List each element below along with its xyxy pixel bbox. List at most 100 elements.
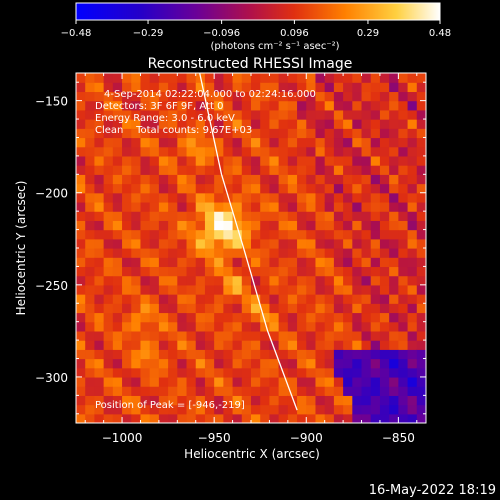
heatmap-cell <box>158 229 169 240</box>
heatmap-cell <box>76 165 86 175</box>
heatmap-cell <box>352 192 363 203</box>
annotation-energy: Energy Range: 3.0 - 6.0 keV <box>95 113 235 124</box>
heatmap-cell <box>333 340 344 350</box>
colorbar-unit-label: (photons cm⁻² s⁻¹ asec⁻²) <box>210 41 339 52</box>
heatmap-cell <box>204 146 215 157</box>
heatmap-cell <box>333 128 344 139</box>
heatmap-cell <box>131 294 142 304</box>
heatmap-cell <box>343 229 353 240</box>
heatmap-cell <box>94 376 105 387</box>
heatmap-cell <box>343 275 353 286</box>
heatmap-cell <box>352 220 363 231</box>
heatmap-cell <box>306 220 317 231</box>
heatmap-cell <box>168 248 178 258</box>
heatmap-cell <box>140 91 151 102</box>
heatmap-cell <box>407 146 418 157</box>
heatmap-cell <box>195 91 206 102</box>
heatmap-cell <box>379 238 390 249</box>
heatmap-cell <box>343 395 353 406</box>
heatmap-cell <box>260 376 271 387</box>
heatmap-cell <box>260 165 271 175</box>
heatmap-cell <box>306 349 317 360</box>
heatmap-cell <box>343 91 353 102</box>
heatmap-cell <box>379 312 390 323</box>
heatmap-cell <box>76 91 86 102</box>
heatmap-cell <box>389 376 399 387</box>
heatmap-cell <box>149 165 160 175</box>
heatmap-cell <box>158 321 169 332</box>
heatmap-cell <box>149 395 160 406</box>
heatmap-cell <box>306 284 317 295</box>
heatmap-cell <box>361 340 372 350</box>
heatmap-cell <box>306 128 317 139</box>
heatmap-cell <box>85 330 96 341</box>
heatmap-cell <box>333 229 344 240</box>
heatmap-cell <box>204 275 215 286</box>
heatmap-cell <box>168 238 178 249</box>
heatmap-cell <box>333 404 344 415</box>
heatmap-cell <box>361 358 372 369</box>
heatmap-cell <box>287 367 298 378</box>
heatmap-cell <box>232 220 243 231</box>
heatmap-cell <box>149 238 160 249</box>
heatmap-cell <box>324 275 335 286</box>
heatmap-cell <box>168 201 178 212</box>
heatmap-cell <box>324 165 335 175</box>
heatmap-cell <box>407 211 418 221</box>
heatmap-cell <box>131 248 142 258</box>
heatmap-cell <box>122 220 132 231</box>
heatmap-cell <box>76 100 86 111</box>
heatmap-cell <box>168 340 178 350</box>
heatmap-cell <box>232 91 243 102</box>
heatmap-cell <box>416 109 426 120</box>
heatmap-cell <box>361 275 372 286</box>
heatmap-cell <box>131 100 142 111</box>
heatmap-cell <box>251 413 261 423</box>
heatmap-cell <box>333 146 344 157</box>
heatmap-cell <box>278 229 289 240</box>
heatmap-cell <box>94 404 105 415</box>
heatmap-cell <box>352 211 363 221</box>
heatmap-cell <box>186 100 197 111</box>
heatmap-cell <box>122 340 132 350</box>
heatmap-cell <box>122 229 132 240</box>
heatmap-cell <box>407 192 418 203</box>
heatmap-cell <box>223 358 234 369</box>
heatmap-cell <box>94 275 105 286</box>
heatmap-cell <box>297 404 307 415</box>
heatmap-cell <box>241 109 252 120</box>
heatmap-cell <box>297 109 307 120</box>
heatmap-cell <box>195 192 206 203</box>
heatmap-cell <box>122 294 132 304</box>
heatmap-cell <box>140 220 151 231</box>
heatmap-cell <box>352 100 363 111</box>
heatmap-cell <box>407 294 418 304</box>
heatmap-cell <box>407 376 418 387</box>
heatmap-cell <box>398 413 409 423</box>
heatmap-cell <box>195 367 206 378</box>
heatmap-cell <box>389 340 399 350</box>
heatmap-cell <box>398 404 409 415</box>
heatmap-cell <box>103 284 114 295</box>
heatmap-cell <box>297 367 307 378</box>
heatmap-cell <box>343 155 353 166</box>
heatmap-cell <box>112 248 123 258</box>
heatmap-cell <box>204 137 215 148</box>
heatmap-cell <box>343 413 353 423</box>
heatmap-cell <box>186 146 197 157</box>
heatmap-cell <box>297 284 307 295</box>
heatmap-cell <box>214 91 224 102</box>
heatmap-cell <box>333 165 344 175</box>
heatmap-cell <box>168 119 178 129</box>
heatmap-cell <box>223 201 234 212</box>
heatmap-cell <box>214 386 224 396</box>
heatmap-cell <box>241 257 252 268</box>
heatmap-cell <box>131 303 142 314</box>
heatmap-cell <box>324 248 335 258</box>
heatmap-cell <box>389 183 399 194</box>
heatmap-cell <box>379 266 390 277</box>
heatmap-cell <box>177 155 188 166</box>
heatmap-cell <box>232 183 243 194</box>
heatmap-cell <box>103 155 114 166</box>
heatmap-cell <box>343 201 353 212</box>
